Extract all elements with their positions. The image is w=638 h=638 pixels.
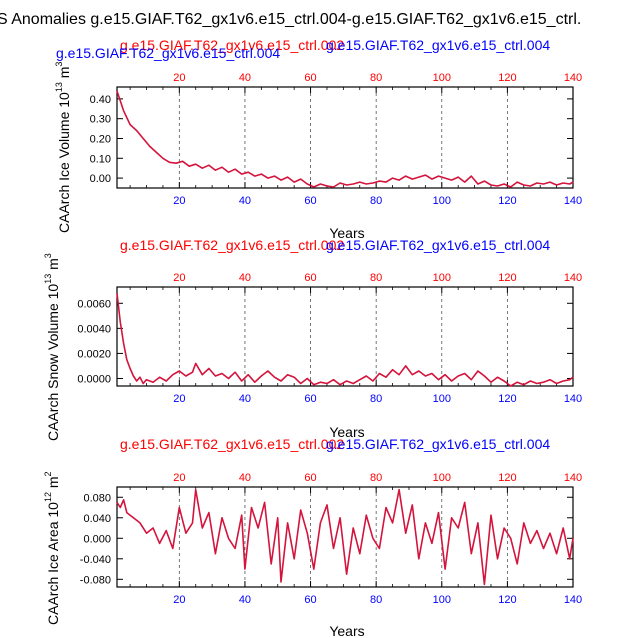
panel-ice-volume-y-tick-labels: 0.40 0.30 0.20 0.10 0.00 — [90, 94, 111, 185]
panel-ice-volume-plot-area — [116, 86, 574, 189]
x-tick-label-top: 80 — [370, 472, 382, 484]
y-tick-label: 0.040 — [83, 513, 111, 525]
plot-frame — [116, 486, 574, 588]
y-tick-label: 0.0000 — [77, 373, 111, 385]
x-tick-label-top: 60 — [304, 472, 316, 484]
x-tick-label-top: 140 — [564, 272, 582, 284]
x-tick-label-bottom: 100 — [433, 594, 451, 606]
x-tick-label-top: 80 — [370, 72, 382, 84]
x-tick-label-bottom: 80 — [370, 594, 382, 606]
x-tick-label-top: 140 — [564, 472, 582, 484]
panel-ice-area-xlabel: Years — [329, 623, 364, 638]
x-tick-label-bottom: 80 — [370, 393, 382, 405]
panel-snow-volume-top-blue-label: g.e15.GIAF.T62_gx1v6.e15_ctrl.004 — [326, 237, 550, 253]
x-tick-label-bottom: 140 — [564, 195, 582, 207]
x-tick-label-top: 80 — [370, 272, 382, 284]
panel-ice-volume-bottom-tick-labels: 20 40 60 80 100 120 140 — [173, 195, 582, 207]
x-tick-label-top: 20 — [173, 472, 185, 484]
y-tick-label: 0.00 — [90, 173, 111, 185]
panel-ice-volume-top-red-label: g.e15.GIAF.T62_gx1v6.e15_ctrl.002 — [120, 37, 344, 53]
x-tick-label-bottom: 100 — [433, 195, 451, 207]
x-tick-label-top: 60 — [304, 272, 316, 284]
x-tick-label-bottom: 20 — [173, 393, 185, 405]
y-tick-label: 0.20 — [90, 133, 111, 145]
x-tick-label-bottom: 140 — [564, 594, 582, 606]
x-tick-label-bottom: 120 — [498, 594, 516, 606]
x-tick-label-bottom: 60 — [304, 594, 316, 606]
x-tick-label-bottom: 120 — [498, 393, 516, 405]
x-tick-label-top: 100 — [433, 472, 451, 484]
x-tick-label-bottom: 120 — [498, 195, 516, 207]
panel-ice-area-ylabel: CAArch Ice Area 1012 m2 — [43, 471, 61, 625]
panel-ice-volume-xlabel: Years — [329, 225, 364, 241]
x-tick-label-top: 140 — [564, 72, 582, 84]
y-tick-label: 0.10 — [90, 153, 111, 165]
panel-ice-area-top-tick-labels: 20 40 60 80 100 120 140 — [173, 472, 582, 484]
x-tick-label-bottom: 60 — [304, 393, 316, 405]
x-tick-label-bottom: 40 — [239, 393, 251, 405]
x-tick-label-top: 120 — [498, 272, 516, 284]
x-tick-label-top: 40 — [239, 472, 251, 484]
panel-ice-area-plot-area — [116, 486, 574, 588]
x-tick-label-bottom: 140 — [564, 393, 582, 405]
y-tick-label: 0.30 — [90, 114, 111, 126]
series-line-anomaly — [116, 90, 574, 188]
panel-snow-volume-xlabel: Years — [329, 424, 364, 440]
x-tick-label-top: 60 — [304, 72, 316, 84]
panel-snow-volume-top-red-label: g.e15.GIAF.T62_gx1v6.e15_ctrl.002 — [120, 237, 344, 253]
x-tick-label-bottom: 40 — [239, 594, 251, 606]
panel-snow-volume-top-tick-labels: 20 40 60 80 100 120 140 — [173, 272, 582, 284]
x-tick-label-bottom: 20 — [173, 195, 185, 207]
x-tick-label-bottom: 40 — [239, 195, 251, 207]
x-tick-label-top: 20 — [173, 272, 185, 284]
x-tick-label-top: 120 — [498, 72, 516, 84]
figure-title: S Anomalies g.e15.GIAF.T62_gx1v6.e15_ctr… — [0, 11, 581, 28]
panel-ice-volume-top-tick-labels: 20 40 60 80 100 120 140 — [173, 72, 582, 84]
panel-ice-volume-ylabel: CAArch Ice Volume 1013 m3 — [54, 62, 72, 233]
panel-snow-volume-plot-area — [116, 286, 574, 387]
panel-ice-area-top-red-label: g.e15.GIAF.T62_gx1v6.e15_ctrl.002 — [120, 436, 344, 452]
y-tick-label: 0.0060 — [77, 298, 111, 310]
panel-ice-volume-top-blue-label: g.e15.GIAF.T62_gx1v6.e15_ctrl.004 — [326, 37, 550, 53]
x-tick-label-bottom: 20 — [173, 594, 185, 606]
panel-snow-volume-y-tick-labels: 0.0060 0.0040 0.0020 0.0000 — [77, 298, 111, 385]
panel-ice-volume-left-blue-label: g.e15.GIAF.T62_gx1v6.e15_ctrl.004 — [56, 45, 280, 61]
x-tick-label-bottom: 100 — [433, 393, 451, 405]
series-line-anomaly — [116, 293, 574, 387]
x-tick-label-bottom: 80 — [370, 195, 382, 207]
y-tick-label: 0.40 — [90, 94, 111, 106]
x-tick-label-bottom: 60 — [304, 195, 316, 207]
panel-snow-volume-bottom-tick-labels: 20 40 60 80 100 120 140 — [173, 393, 582, 405]
x-tick-label-top: 40 — [239, 272, 251, 284]
x-tick-label-top: 20 — [173, 72, 185, 84]
panel-ice-area-top-blue-label: g.e15.GIAF.T62_gx1v6.e15_ctrl.004 — [326, 436, 550, 452]
x-tick-label-top: 100 — [433, 72, 451, 84]
y-tick-label: -0.040 — [80, 554, 111, 566]
panel-ice-area: g.e15.GIAF.T62_gx1v6.e15_ctrl.002 g.e15.… — [43, 436, 582, 638]
series-line-anomaly — [116, 488, 574, 586]
y-tick-label: 0.0020 — [77, 348, 111, 360]
panel-ice-area-bottom-tick-labels: 20 40 60 80 100 120 140 — [173, 594, 582, 606]
panel-snow-volume: g.e15.GIAF.T62_gx1v6.e15_ctrl.002 g.e15.… — [43, 237, 582, 441]
y-tick-label: 0.080 — [83, 492, 111, 504]
panel-ice-volume: g.e15.GIAF.T62_gx1v6.e15_ctrl.002 g.e15.… — [54, 37, 582, 241]
x-tick-label-top: 100 — [433, 272, 451, 284]
plot-frame — [116, 286, 574, 387]
panel-ice-area-y-tick-labels: 0.080 0.040 0.000 -0.040 -0.080 — [80, 492, 111, 586]
y-tick-label: -0.080 — [80, 574, 111, 586]
panel-snow-volume-ylabel: CAArch Snow Volume 1013 m3 — [43, 253, 61, 441]
y-tick-label: 0.0040 — [77, 323, 111, 335]
x-tick-label-top: 120 — [498, 472, 516, 484]
y-tick-label: 0.000 — [83, 533, 111, 545]
x-tick-label-top: 40 — [239, 72, 251, 84]
plot-frame — [116, 86, 574, 189]
